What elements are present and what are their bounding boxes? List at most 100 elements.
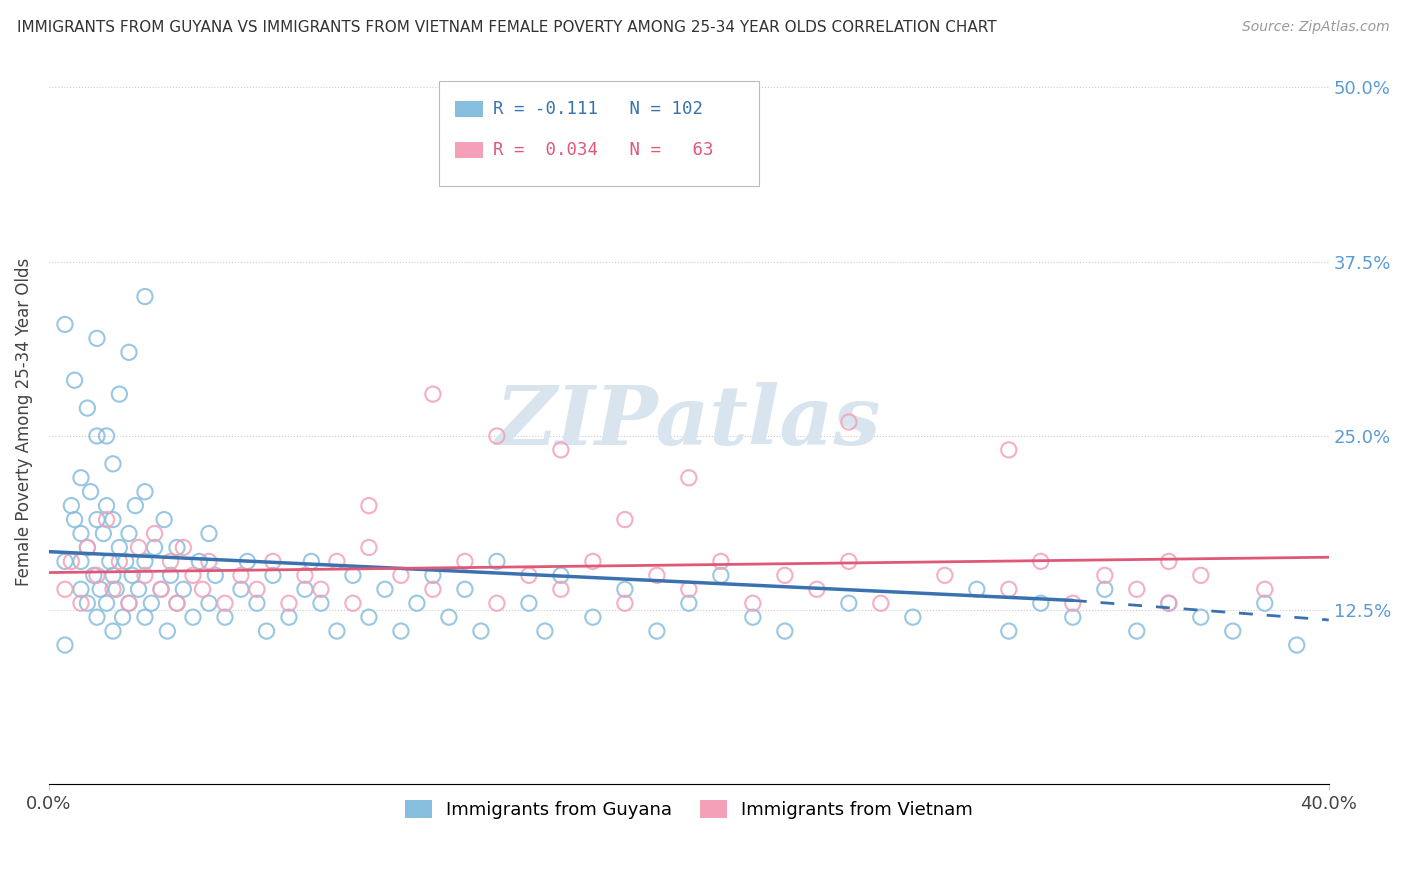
Point [118, 596, 141, 610]
Point [294, 568, 316, 582]
Point [299, 554, 322, 568]
Point [1254, 582, 1277, 597]
Point [153, 512, 176, 526]
Point [141, 596, 163, 610]
Point [229, 568, 252, 582]
Point [118, 345, 141, 359]
Point [143, 526, 166, 541]
Point [181, 568, 204, 582]
Point [710, 554, 733, 568]
Point [1189, 568, 1212, 582]
Point [246, 582, 269, 597]
Point [101, 624, 124, 639]
Point [1157, 554, 1180, 568]
Point [124, 499, 146, 513]
Point [422, 568, 444, 582]
Point [342, 568, 364, 582]
Point [156, 624, 179, 639]
Point [214, 596, 236, 610]
Point [198, 526, 221, 541]
Bar [454, 142, 482, 158]
Point [83, 568, 105, 582]
Point [294, 582, 316, 597]
Point [389, 624, 412, 639]
Point [485, 596, 508, 610]
Bar [454, 101, 482, 117]
Point [357, 541, 380, 555]
Point [517, 596, 540, 610]
Point [204, 568, 226, 582]
Point [278, 596, 301, 610]
Point [773, 624, 796, 639]
Point [613, 596, 636, 610]
Point [357, 610, 380, 624]
Point [96, 499, 118, 513]
Point [901, 610, 924, 624]
Point [101, 582, 124, 597]
Point [166, 596, 188, 610]
Point [869, 596, 891, 610]
Point [454, 582, 477, 597]
Point [86, 512, 108, 526]
Point [53, 638, 76, 652]
Point [198, 596, 221, 610]
Point [60, 499, 83, 513]
Point [86, 568, 108, 582]
Point [101, 457, 124, 471]
Point [262, 554, 284, 568]
Point [166, 541, 188, 555]
Point [613, 512, 636, 526]
Point [934, 568, 956, 582]
Text: R = -0.111   N = 102: R = -0.111 N = 102 [494, 100, 703, 118]
Point [838, 415, 860, 429]
Point [53, 554, 76, 568]
Text: IMMIGRANTS FROM GUYANA VS IMMIGRANTS FROM VIETNAM FEMALE POVERTY AMONG 25-34 YEA: IMMIGRANTS FROM GUYANA VS IMMIGRANTS FRO… [17, 20, 997, 35]
Point [485, 554, 508, 568]
Point [86, 610, 108, 624]
Point [326, 624, 349, 639]
Point [134, 568, 156, 582]
Legend: Immigrants from Guyana, Immigrants from Vietnam: Immigrants from Guyana, Immigrants from … [398, 792, 980, 826]
Point [645, 624, 668, 639]
Point [134, 484, 156, 499]
Point [1062, 596, 1084, 610]
Point [998, 442, 1021, 457]
Point [246, 596, 269, 610]
Point [534, 624, 557, 639]
Point [70, 596, 93, 610]
Point [118, 596, 141, 610]
Point [406, 596, 429, 610]
Point [1157, 596, 1180, 610]
FancyBboxPatch shape [439, 81, 759, 186]
Point [998, 624, 1021, 639]
Point [1285, 638, 1308, 652]
Point [806, 582, 828, 597]
Point [181, 610, 204, 624]
Point [422, 582, 444, 597]
Point [159, 554, 181, 568]
Point [1254, 596, 1277, 610]
Point [214, 610, 236, 624]
Point [236, 554, 259, 568]
Point [342, 596, 364, 610]
Point [86, 429, 108, 443]
Point [172, 582, 194, 597]
Point [111, 610, 134, 624]
Point [79, 484, 101, 499]
Point [678, 596, 700, 610]
Point [70, 582, 93, 597]
Point [63, 373, 86, 387]
Point [1126, 582, 1149, 597]
Point [121, 568, 143, 582]
Point [114, 554, 136, 568]
Point [53, 318, 76, 332]
Point [63, 512, 86, 526]
Point [134, 610, 156, 624]
Point [188, 554, 211, 568]
Point [149, 582, 172, 597]
Point [517, 568, 540, 582]
Point [678, 471, 700, 485]
Point [422, 387, 444, 401]
Y-axis label: Female Poverty Among 25-34 Year Olds: Female Poverty Among 25-34 Year Olds [15, 258, 32, 586]
Point [134, 289, 156, 303]
